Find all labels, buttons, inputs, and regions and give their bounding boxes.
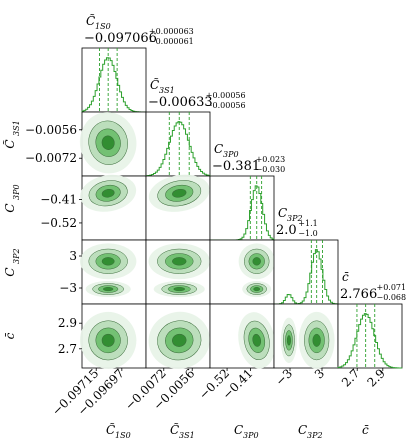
panel-frame <box>337 303 403 369</box>
title-minus-1: −0.00056 <box>206 101 246 110</box>
y-tick-label: −0.52 <box>40 216 77 230</box>
title-subscript-1: 3S1 <box>159 86 175 95</box>
contour-level-3 <box>172 188 187 198</box>
title-minus-3: −1.0 <box>298 229 317 238</box>
panel-4-0 <box>79 303 147 369</box>
title-symbol-3: C <box>278 206 287 220</box>
title-subscript-2: 3P0 <box>223 150 239 159</box>
title-3: 2.0 <box>276 223 297 238</box>
x-axis-label-4: c̄ <box>362 423 369 437</box>
contour-level-3 <box>172 333 187 347</box>
panel-frame <box>209 175 275 241</box>
title-1: −0.00633 <box>148 95 213 110</box>
panel-2-0 <box>80 174 147 241</box>
x-tick-label: 3 <box>312 366 327 381</box>
x-axis-label-1: C̃ <box>170 422 179 437</box>
title-plus-0: +0.000063 <box>149 27 194 36</box>
title-symbol-4: c̄ <box>342 270 349 284</box>
panel-3-3 <box>273 239 339 305</box>
title-plus-4: +0.071 <box>377 283 407 292</box>
y-tick-label: −3 <box>59 281 77 295</box>
title-minus-4: −0.068 <box>377 293 407 302</box>
y-axis-label-2: C <box>3 203 17 212</box>
contour-level-3 <box>102 287 114 292</box>
x-axis-label-3: C <box>298 423 307 437</box>
x-tick-label: −3 <box>273 366 295 388</box>
histogram-1 <box>145 121 211 177</box>
contour-level-3 <box>172 257 187 266</box>
contour-level-3 <box>101 188 115 198</box>
title-symbol-2: C <box>214 142 223 156</box>
contour-level-3 <box>252 333 262 347</box>
x-axis-label-2: C <box>234 423 243 437</box>
y-tick-label: −0.0072 <box>25 151 77 165</box>
panel-1-1 <box>145 111 211 177</box>
panel-4-3 <box>273 303 339 369</box>
title-subscript-0: 1S0 <box>95 22 111 31</box>
y-tick-label: 2.7 <box>58 342 77 356</box>
title-plus-3: +1.1 <box>298 219 317 228</box>
y-tick-label: 3 <box>69 249 77 263</box>
x-axis-sublabel-0: 1S0 <box>115 431 131 440</box>
y-tick-label: −0.0056 <box>25 123 77 137</box>
title-plus-2: +0.023 <box>256 155 286 164</box>
histogram-3 <box>273 249 339 305</box>
panel-3-0 <box>79 239 147 305</box>
title-4: 2.766 <box>340 287 377 302</box>
panel-4-1 <box>145 303 211 369</box>
panel-4-2 <box>209 303 276 369</box>
y-axis-sublabel-2: 3P0 <box>12 184 21 200</box>
title-plus-1: +0.00056 <box>206 91 246 100</box>
panel-2-1 <box>145 174 211 241</box>
contour-level-3 <box>286 335 291 346</box>
y-axis-sublabel-1: 3S1 <box>12 120 21 136</box>
title-minus-0: −0.000061 <box>149 37 194 46</box>
panel-1-0 <box>79 111 147 177</box>
contour-level-3 <box>101 333 115 347</box>
title-2: −0.381 <box>212 159 260 174</box>
x-axis-sublabel-1: 3S1 <box>179 431 195 440</box>
title-symbol-1: C̃ <box>150 77 159 92</box>
x-axis-label-0: C̃ <box>106 422 115 437</box>
x-tick-label: 2.9 <box>365 366 388 389</box>
y-tick-label: 2.9 <box>58 316 77 330</box>
title-0: −0.097066 <box>84 31 157 46</box>
y-axis-sublabel-3: 3P2 <box>12 248 21 264</box>
panel-0-0 <box>81 47 147 113</box>
x-tick-label: 2.7 <box>339 366 362 389</box>
contour-level-3 <box>312 333 321 347</box>
y-axis-label-4: c̄ <box>3 332 17 339</box>
panel-4-4 <box>337 303 403 369</box>
contour-level-3 <box>253 287 261 292</box>
y-axis-label-3: C <box>3 267 17 276</box>
title-minus-2: −0.030 <box>256 165 286 174</box>
contour-level-3 <box>101 135 115 150</box>
contour-level-3 <box>101 257 115 266</box>
histogram-0 <box>81 57 147 113</box>
panel-2-2 <box>209 175 275 241</box>
histogram-4 <box>337 313 403 369</box>
panel-3-1 <box>145 239 211 305</box>
x-axis-sublabel-2: 3P0 <box>243 431 259 440</box>
x-axis-sublabel-3: 3P2 <box>307 431 323 440</box>
y-axis-label-1: C̃ <box>2 139 17 148</box>
contour-level-3 <box>173 287 186 292</box>
y-tick-label: −0.41 <box>40 192 77 206</box>
contour-level-3 <box>252 257 261 266</box>
title-subscript-3: 3P2 <box>287 214 303 223</box>
panel-3-2 <box>209 239 275 305</box>
title-symbol-0: C̃ <box>86 13 95 28</box>
